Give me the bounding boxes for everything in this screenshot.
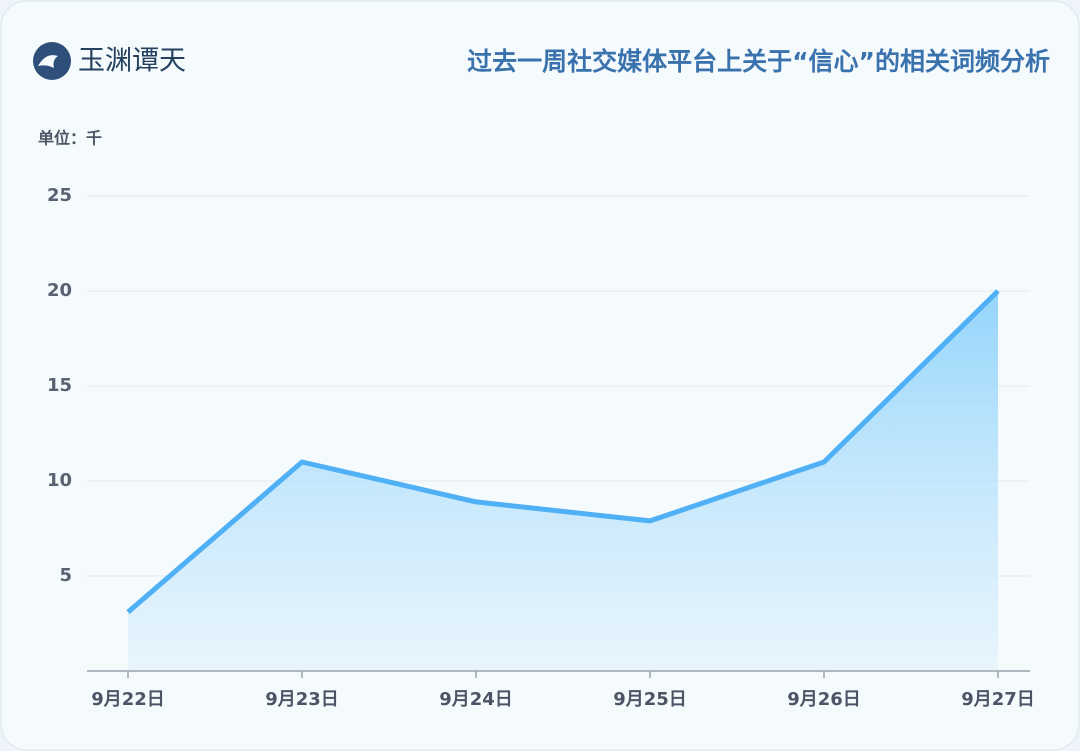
x-tick-label: 9月27日 [961,689,1035,710]
logo-text: 玉渊谭天 [78,46,186,77]
y-tick-label: 25 [47,185,72,206]
chart-title: 过去一周社交媒体平台上关于“信心”的相关词频分析 [467,47,1050,76]
y-tick-label: 20 [47,280,72,301]
area-fill [128,291,998,671]
plot: 5 10 15 20 25 9月22日 9月23日 9月24日 9月25日 9月26日 9月27日 [47,185,1035,710]
y-tick-label: 10 [47,470,72,491]
x-tick-label: 9月23日 [265,689,339,710]
logo-wave [38,55,58,68]
line [126,289,1000,614]
x-tick-label: 9月26日 [787,689,861,710]
x-tick-label: 9月22日 [91,689,165,710]
y-tick-label: 15 [47,375,72,396]
x-tick-label: 9月24日 [439,689,513,710]
y-tick-label: 5 [59,565,72,586]
x-tick-label: 9月25日 [613,689,687,710]
logo: 玉渊谭天 [33,42,186,80]
unit-label: 单位：千 [38,129,102,148]
